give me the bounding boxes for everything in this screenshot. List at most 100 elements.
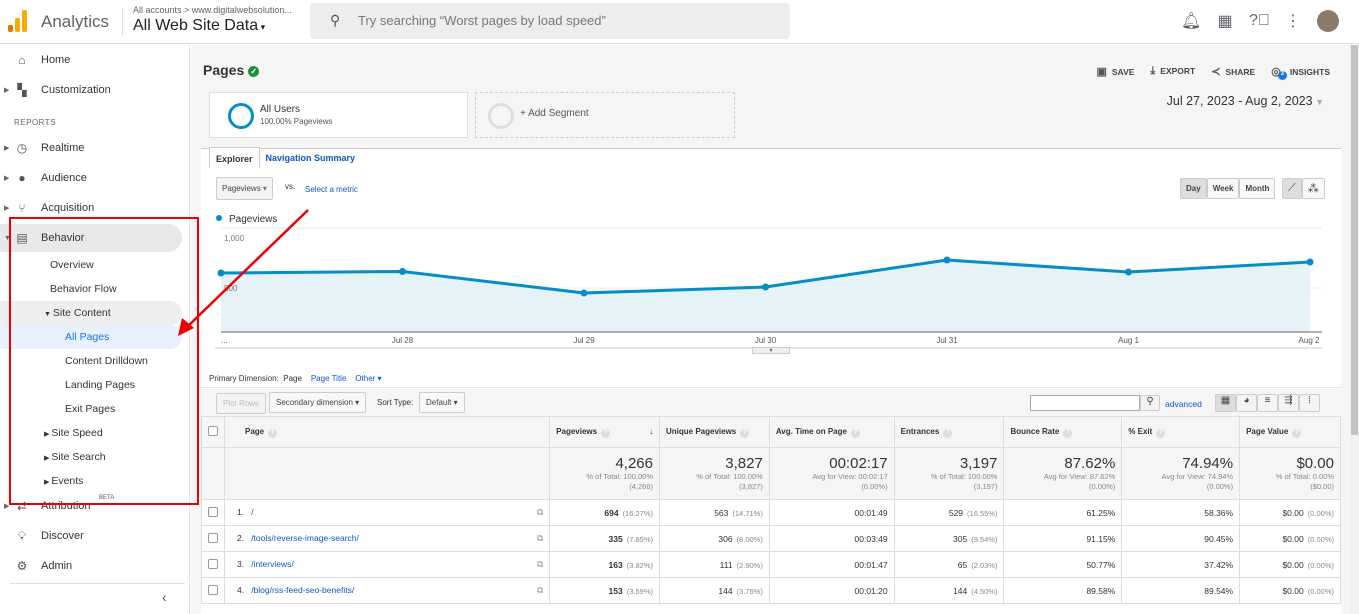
performance-view-icon[interactable]: ≡	[1257, 394, 1278, 412]
lightbulb-icon: 💡︎	[17, 528, 27, 543]
col-entrances[interactable]: Entrances?	[893, 416, 1005, 448]
scrollbar-thumb[interactable]	[1351, 45, 1358, 435]
sidebar-item-site-content[interactable]: ▼ Site Content	[44, 307, 111, 319]
help-icon[interactable]: ?⃝	[1249, 12, 1270, 29]
sidebar-item-content-drilldown[interactable]: Content Drilldown	[65, 355, 148, 367]
page-cell: 4. /blog/rss-feed-seo-benefits/ ⧉	[223, 577, 551, 604]
add-segment-button[interactable]: + Add Segment	[475, 92, 735, 138]
avatar[interactable]	[1317, 10, 1339, 32]
add-segment-label: + Add Segment	[520, 108, 589, 119]
open-page-icon[interactable]: ⧉	[537, 533, 544, 543]
export-button[interactable]: ⤓ EXPORT	[1150, 65, 1196, 77]
scrollbar[interactable]	[1350, 45, 1359, 614]
sidebar-item-exit-pages[interactable]: Exit Pages	[65, 403, 116, 415]
col-page-value[interactable]: Page Value?	[1239, 416, 1341, 448]
table-row[interactable]: 1. / ⧉ 694 (16.27%) 563 (14.71%) 00:01:49 5…	[201, 499, 1341, 526]
col-bounce-rate[interactable]: Bounce Rate?	[1003, 416, 1123, 448]
col-pageviews[interactable]: Pageviews? ↓	[549, 416, 660, 448]
motion-chart-icon[interactable]: ⁂	[1301, 178, 1325, 199]
day-button[interactable]: Day	[1180, 178, 1207, 199]
dimension-page[interactable]: Page	[283, 374, 302, 383]
open-page-icon[interactable]: ⧉	[537, 559, 544, 569]
expand-arrow-icon: ▶	[44, 431, 52, 438]
property-selector[interactable]: All Web Site Data ▾	[133, 17, 265, 35]
sidebar-item-site-speed[interactable]: ▶ Site Speed	[44, 427, 103, 439]
sidebar-item-site-search[interactable]: ▶ Site Search	[44, 451, 106, 463]
row-checkbox[interactable]	[201, 577, 225, 604]
sidebar-item-customization[interactable]: ▶ ▚ Customization	[0, 77, 190, 103]
comparison-view-icon[interactable]: ⇶	[1278, 394, 1299, 412]
sidebar-item-overview[interactable]: Overview	[50, 259, 94, 271]
page-cell: 3. /interviews/ ⧉	[223, 551, 551, 578]
search-placeholder: Try searching “Worst pages by load speed…	[358, 13, 606, 28]
bounce-rate-cell: 89.58%	[1003, 577, 1123, 604]
apps-grid-icon[interactable]: ▦	[1217, 13, 1233, 30]
page-link[interactable]: /tools/reverse-image-search/	[251, 533, 359, 543]
open-page-icon[interactable]: ⧉	[537, 507, 544, 517]
insights-button[interactable]: ◎3 INSIGHTS	[1271, 66, 1330, 80]
search-bar[interactable]: ⚲ Try searching “Worst pages by load spe…	[310, 3, 790, 39]
table-row[interactable]: 3. /interviews/ ⧉ 163 (3.82%) 111 (2.90%) 0…	[201, 551, 1341, 578]
metric-selector[interactable]: Pageviews ▾	[216, 177, 273, 200]
page-link[interactable]: /interviews/	[251, 559, 294, 569]
col-page[interactable]: Page?	[223, 416, 551, 448]
col-exit[interactable]: % Exit?	[1121, 416, 1241, 448]
dimension-other[interactable]: Other ▾	[355, 374, 382, 383]
page-link[interactable]: /blog/rss-feed-seo-benefits/	[251, 585, 355, 595]
breadcrumb[interactable]: All accounts > www.digitalwebsolution...	[133, 5, 292, 15]
sidebar-item-audience[interactable]: ▶ ● Audience	[0, 165, 190, 191]
divider	[122, 8, 123, 36]
sidebar-item-attribution[interactable]: ▶ ⇄ Attribution BETA	[0, 493, 190, 519]
date-range-picker[interactable]: Jul 27, 2023 - Aug 2, 2023 ▼	[1166, 94, 1324, 108]
sidebar-item-home[interactable]: ⌂ Home	[0, 47, 190, 73]
table-row[interactable]: 4. /blog/rss-feed-seo-benefits/ ⧉ 153 (3.5…	[201, 577, 1341, 604]
segment-all-users[interactable]: All Users 100.00% Pageviews	[209, 92, 468, 138]
col-avg-time[interactable]: Avg. Time on Page?	[768, 416, 895, 448]
total-cell: 3,197% of Total: 100.00% (3,197)	[893, 447, 1005, 500]
primary-dimension-label: Primary Dimension:	[209, 374, 279, 383]
search-icon[interactable]: ⚲	[1140, 395, 1160, 411]
table-row[interactable]: 2. /tools/reverse-image-search/ ⧉ 335 (7.8…	[201, 525, 1341, 552]
sidebar-item-realtime[interactable]: ▶ ◷ Realtime	[0, 135, 190, 161]
select-metric-link[interactable]: Select a metric	[305, 185, 358, 194]
sort-type-dropdown[interactable]: Default ▾	[419, 392, 465, 413]
share-button[interactable]: ≺ SHARE	[1211, 66, 1256, 78]
sidebar-item-admin[interactable]: ⚙ Admin	[0, 553, 190, 579]
sidebar-item-all-pages[interactable]: All Pages	[65, 331, 110, 343]
sidebar-item-discover[interactable]: 💡︎ Discover	[0, 523, 190, 549]
line-chart-icon[interactable]: ⟋	[1282, 178, 1302, 199]
row-checkbox[interactable]	[201, 499, 225, 526]
week-button[interactable]: Week	[1206, 178, 1240, 199]
page-link[interactable]: /	[251, 507, 254, 517]
open-page-icon[interactable]: ⧉	[537, 585, 544, 595]
sidebar-item-behavior-flow[interactable]: Behavior Flow	[50, 283, 117, 295]
secondary-dimension-dropdown[interactable]: Secondary dimension ▾	[269, 392, 367, 413]
table-view-icon[interactable]: ▦	[1215, 394, 1236, 412]
table-filter-input[interactable]	[1030, 395, 1140, 411]
month-button[interactable]: Month	[1239, 178, 1276, 199]
label: Discover	[41, 530, 84, 542]
collapse-sidebar-icon[interactable]: ‹	[162, 589, 167, 605]
more-vert-icon[interactable]: ⋮	[1285, 13, 1301, 30]
unique-pageviews-cell: 111 (2.90%)	[659, 551, 770, 578]
label: Realtime	[41, 142, 85, 154]
sidebar-item-landing-pages[interactable]: Landing Pages	[65, 379, 136, 391]
chart-resize-handle[interactable]: ▾	[752, 347, 790, 354]
select-all-checkbox[interactable]	[201, 416, 225, 448]
pivot-view-icon[interactable]: ⦙	[1299, 394, 1320, 412]
sidebar-item-events[interactable]: ▶ Events	[44, 475, 83, 487]
sidebar-item-acquisition[interactable]: ▶ ⑂ Acquisition	[0, 195, 190, 221]
advanced-filter-link[interactable]: advanced	[1165, 399, 1202, 409]
plot-rows-button[interactable]: Plot Rows	[216, 393, 267, 414]
tab-explorer[interactable]: Explorer	[209, 147, 260, 168]
save-button[interactable]: ▣ SAVE	[1096, 66, 1135, 78]
bell-icon[interactable]: 🔔︎	[1181, 13, 1202, 30]
col-unique-pageviews[interactable]: Unique Pageviews?	[659, 416, 770, 448]
entrances-cell: 65 (2.03%)	[893, 551, 1005, 578]
tab-navigation-summary[interactable]: Navigation Summary	[265, 153, 356, 163]
row-checkbox[interactable]	[201, 525, 225, 552]
sidebar-item-behavior[interactable]: ▼ ▤ Behavior	[0, 225, 190, 251]
pie-view-icon[interactable]: ◕	[1236, 394, 1257, 412]
row-checkbox[interactable]	[201, 551, 225, 578]
dimension-page-title[interactable]: Page Title	[310, 374, 347, 383]
